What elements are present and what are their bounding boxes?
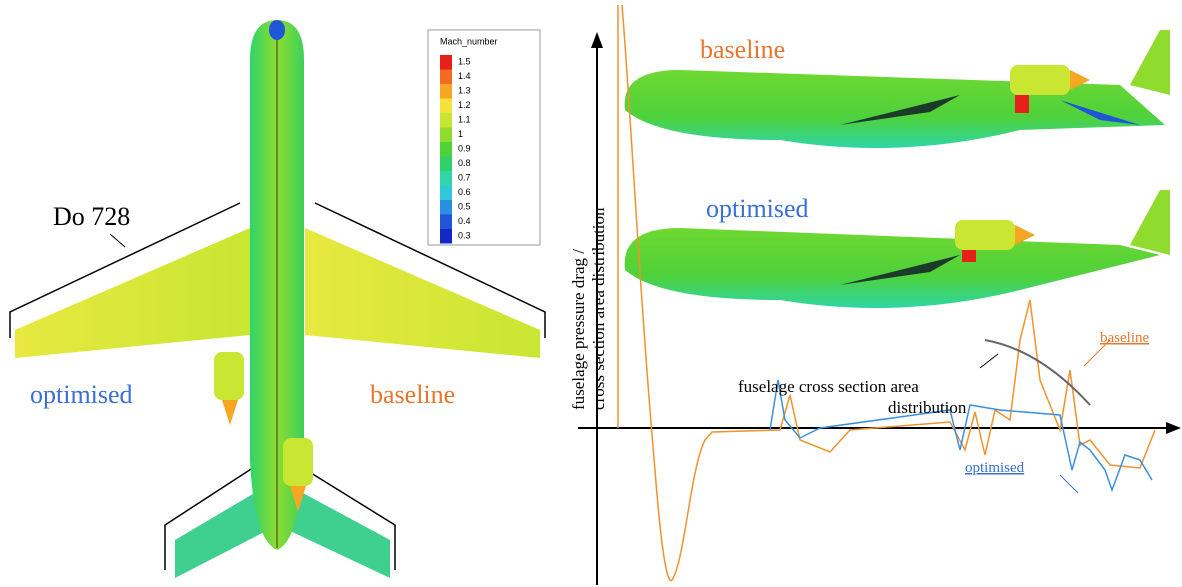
side-label-baseline: baseline — [700, 35, 785, 64]
colorbar-level: 0.9 — [458, 144, 471, 154]
curve-label-baseline: baseline — [1100, 330, 1149, 346]
curve-annotation: fuselage cross section area — [738, 377, 919, 396]
label-baseline: baseline — [370, 380, 455, 409]
colorbar-level: 0.7 — [458, 173, 471, 183]
colorbar-swatch — [440, 157, 452, 172]
colorbar-level: 1.3 — [458, 86, 471, 96]
colorbar-swatch — [440, 142, 452, 157]
colorbar-level: 1 — [458, 129, 463, 139]
y-axis-label: fuselage pressure drag / — [569, 249, 588, 410]
colorbar-swatch — [440, 229, 452, 244]
figure: Do 728 optimised baseline Mach_number 1.… — [0, 0, 1182, 587]
label-optimised: optimised — [30, 380, 133, 409]
colorbar-swatch — [440, 200, 452, 215]
colorbar-swatch — [440, 186, 452, 201]
curve-annotation: distribution — [888, 398, 967, 417]
side-label-optimised: optimised — [706, 194, 809, 223]
colorbar-level: 1.2 — [458, 100, 471, 110]
colorbar-level: 0.3 — [458, 231, 471, 241]
aircraft-annotation: Do 728 — [53, 202, 130, 231]
colorbar-swatch — [440, 128, 452, 143]
colorbar-swatch — [440, 99, 452, 114]
colorbar-swatch — [440, 84, 452, 99]
colorbar-swatch — [440, 113, 452, 128]
colorbar-level: 0.6 — [458, 187, 471, 197]
colorbar: Mach_number 1.5 1.4 1.3 1.2 1.1 1 0.9 0.8 0.7 0.6… — [428, 30, 540, 245]
annotation-arrow — [110, 234, 125, 247]
colorbar-swatch — [440, 215, 452, 230]
colorbar-title: Mach_number — [440, 36, 498, 46]
colorbar-swatch — [440, 70, 452, 85]
colorbar-swatch — [440, 171, 452, 186]
colorbar-level: 1.4 — [458, 71, 471, 81]
colorbar-level: 0.4 — [458, 216, 471, 226]
colorbar-level: 1.5 — [458, 57, 471, 67]
y-axis-label: cross section area distribution — [589, 207, 608, 410]
colorbar-level: 1.1 — [458, 115, 471, 125]
curve-label-optimised: optimised — [965, 460, 1025, 476]
colorbar-level: 0.5 — [458, 202, 471, 212]
colorbar-level: 0.8 — [458, 158, 471, 168]
colorbar-swatch — [440, 55, 452, 70]
